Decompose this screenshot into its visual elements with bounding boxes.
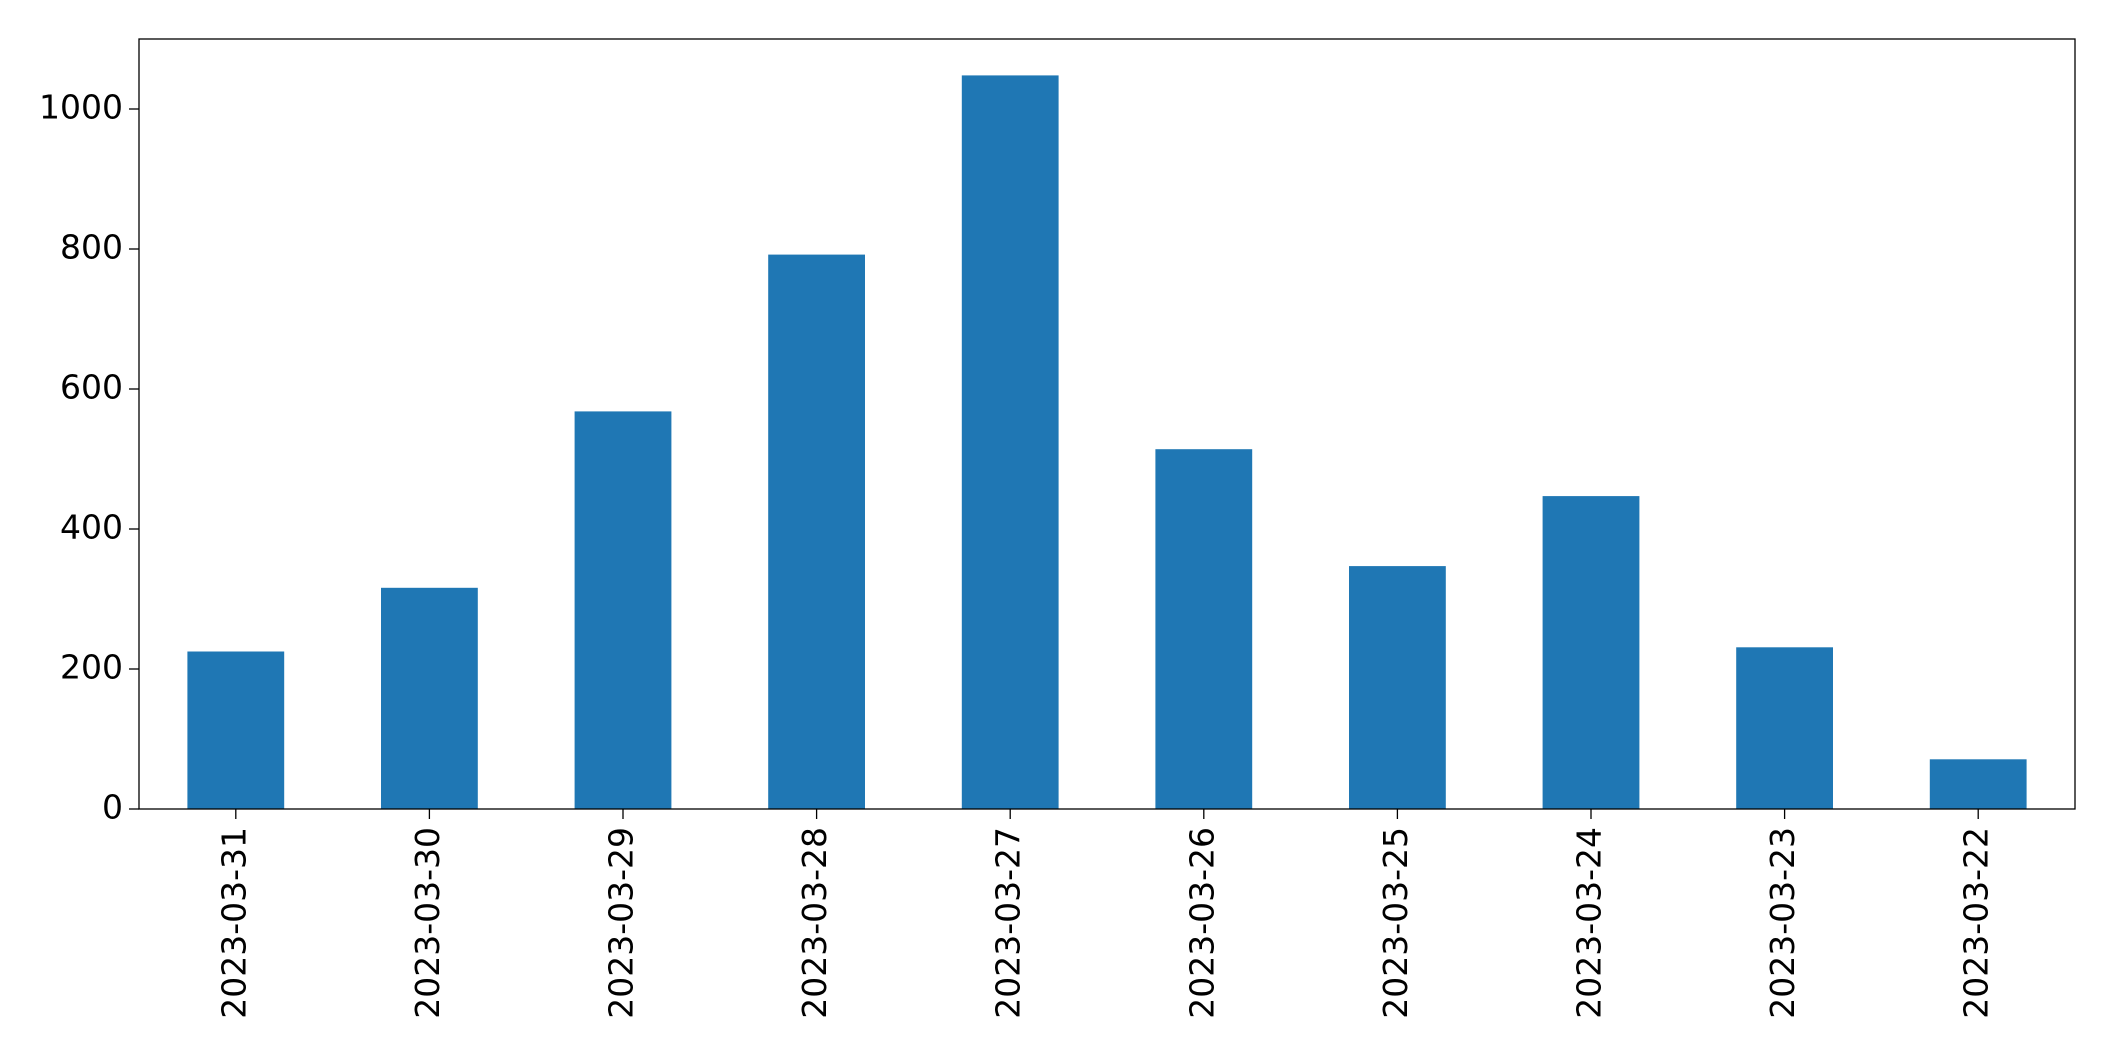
bar	[574, 411, 672, 809]
bar	[381, 587, 478, 809]
x-tick-label: 2023-03-22	[1957, 827, 1996, 1019]
bar	[1542, 496, 1640, 809]
y-tick-label: 800	[60, 228, 123, 267]
x-tick-label: 2023-03-30	[408, 827, 447, 1019]
y-tick-label: 600	[60, 368, 123, 407]
bar	[768, 254, 865, 810]
y-tick-label: 1000	[39, 88, 123, 127]
bar	[187, 651, 285, 809]
x-tick-label: 2023-03-25	[1376, 827, 1415, 1019]
x-tick-label: 2023-03-24	[1570, 827, 1609, 1019]
bar	[1736, 647, 1833, 809]
bar	[1349, 566, 1446, 809]
bar	[1929, 759, 2027, 809]
x-tick-label: 2023-03-26	[1182, 827, 1221, 1019]
y-tick-label: 200	[60, 648, 123, 687]
bar	[1155, 449, 1253, 809]
x-tick-label: 2023-03-29	[602, 827, 641, 1019]
y-tick-label: 400	[60, 508, 123, 547]
y-tick-label: 0	[102, 788, 123, 827]
x-tick-label: 2023-03-31	[214, 827, 253, 1019]
bar	[961, 75, 1059, 809]
x-tick-label: 2023-03-23	[1763, 827, 1802, 1019]
x-tick-label: 2023-03-28	[795, 827, 834, 1019]
x-tick-label: 2023-03-27	[989, 827, 1028, 1019]
plot-frame	[138, 38, 2076, 810]
